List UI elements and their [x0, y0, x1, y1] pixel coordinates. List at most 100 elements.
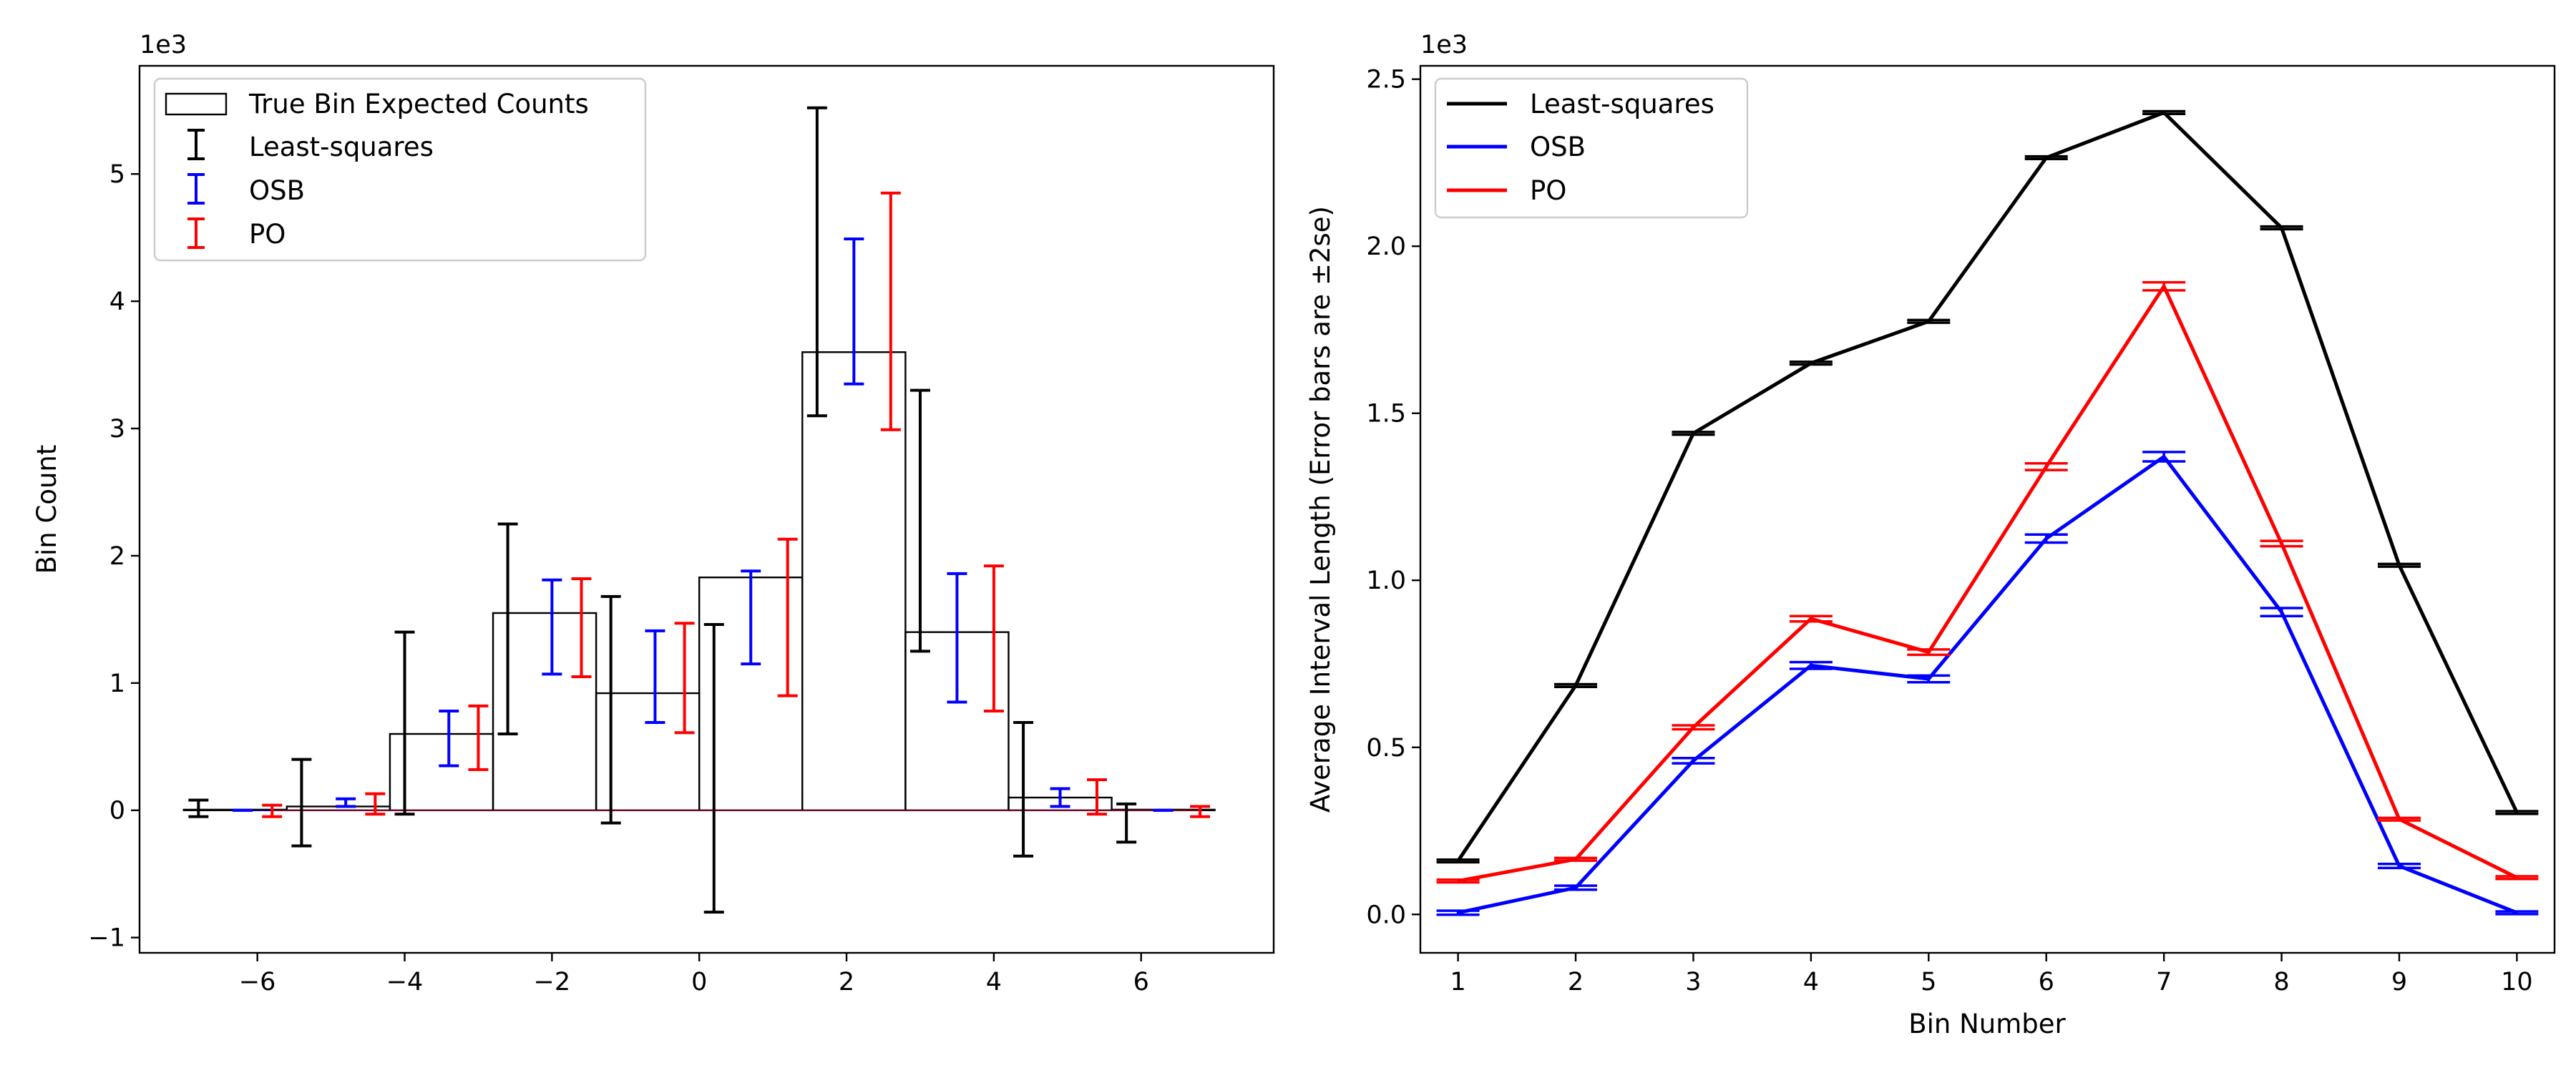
error-cap-least-squares [1672, 431, 1715, 436]
error-bar-osb [439, 709, 459, 768]
error-cap-po [1672, 724, 1715, 731]
error-bar-po [365, 792, 386, 816]
error-cap-po [2142, 280, 2186, 292]
error-bar-osb [645, 629, 665, 724]
error-cap-osb [1907, 674, 1951, 684]
legend-label-true-bins: True Bin Expected Counts [248, 89, 589, 119]
error-cap-po [2260, 539, 2303, 548]
y-axis-label: Average Interval Length (Error bars are … [1305, 206, 1336, 813]
error-cap-osb [2495, 910, 2539, 916]
error-cap-least-squares [1789, 361, 1833, 366]
error-cap-least-squares [1436, 858, 1480, 864]
x-tick-label: −2 [534, 968, 571, 996]
y-tick-label: 0 [109, 797, 125, 825]
error-bar-osb [947, 572, 967, 704]
interval-error-bars [188, 106, 1211, 914]
x-tick-label: 3 [1685, 968, 1701, 996]
error-bar-least-squares [703, 623, 724, 914]
error-bar-po [880, 191, 901, 431]
error-cap-osb [2142, 451, 2186, 463]
error-bar-po [262, 803, 283, 818]
y-axis-label: Bin Count [31, 445, 62, 574]
series-line-least-squares [1456, 110, 2519, 862]
interval-length-chart: 1 2 3 4 5 6 7 8 9 10 0.0 0.5 1.0 1.5 2.0 2.5 1e3 Bin Nu… [1305, 31, 2556, 1039]
error-cap-po [1789, 614, 1833, 623]
error-bar-least-squares [291, 758, 312, 848]
error-cap-osb [1672, 756, 1715, 765]
legend-frame [1434, 77, 1749, 219]
x-tick-label: 6 [2039, 968, 2054, 996]
x-tick-label: 7 [2156, 968, 2172, 996]
x-tick-label: 9 [2391, 968, 2407, 996]
error-bar-least-squares [188, 798, 209, 818]
legend-label-osb: OSB [249, 175, 305, 206]
error-bar-least-squares [909, 388, 930, 653]
error-bar-least-squares [497, 522, 518, 736]
error-bar-least-squares [806, 106, 827, 418]
error-cap-po [2024, 462, 2068, 471]
x-axis-label: Bin Number [1908, 1009, 2066, 1039]
error-bar-po [1190, 805, 1211, 818]
y-tick-label: 1.5 [1366, 400, 1406, 428]
error-bar-po [468, 704, 489, 771]
x-tick-label: 4 [1803, 968, 1819, 996]
legend-label-least-squares: Least-squares [1530, 89, 1714, 119]
error-bar-least-squares [394, 630, 415, 816]
y-tick-label: 1.0 [1366, 567, 1406, 595]
error-cap-osb [2024, 533, 2068, 544]
x-tick-label: −6 [239, 968, 276, 996]
error-bar-osb [542, 578, 562, 676]
y-tick-label: −1 [88, 924, 125, 953]
y-tick-label: 2.0 [1366, 232, 1406, 261]
error-cap-po [1436, 878, 1480, 884]
legend-box-swatch [165, 92, 228, 116]
error-bar-po [674, 622, 695, 735]
error-cap-least-squares [2024, 155, 2068, 161]
legend-label-least-squares: Least-squares [249, 132, 434, 162]
y-tick-label: 5 [109, 160, 125, 189]
x-tick-label: 1 [1450, 968, 1465, 996]
error-cap-least-squares [1907, 318, 1951, 324]
x-tick-label: 8 [2273, 968, 2289, 996]
y-tick-label: 1 [109, 670, 125, 698]
axis-ticks: −6 −4 −2 0 2 4 6 −1 0 1 2 3 4 5 [88, 160, 1148, 996]
error-cap-least-squares [2142, 109, 2186, 116]
error-bar-osb [1050, 787, 1070, 808]
plot-frame [138, 64, 1275, 954]
legend-label-po: PO [1530, 175, 1566, 206]
error-bar-least-squares [1013, 720, 1034, 858]
series-line-osb [1458, 454, 2518, 915]
x-tick-label: 6 [1133, 968, 1149, 996]
error-bar-po [571, 577, 592, 678]
error-cap-osb [2377, 863, 2421, 870]
y-tick-label: 4 [109, 288, 125, 316]
x-tick-label: 0 [691, 968, 707, 996]
error-bar-least-squares [1116, 802, 1137, 844]
legend: True Bin Expected Counts Least-squares O… [153, 77, 647, 262]
error-cap-osb [1436, 909, 1480, 916]
legend: Least-squares OSB PO [1434, 77, 1749, 219]
error-cap-osb [1789, 660, 1833, 670]
legend-swatch-po [187, 217, 205, 249]
series-lines [1456, 110, 2519, 915]
offset-label: 1e3 [140, 31, 187, 59]
x-tick-label: 10 [2501, 968, 2533, 996]
error-cap-least-squares [2495, 810, 2539, 815]
legend-swatch-least-squares [187, 129, 205, 160]
error-bar-osb [741, 569, 761, 666]
error-cap-po [2495, 875, 2539, 881]
plot-frame [1419, 64, 2556, 954]
error-bar-osb [336, 797, 356, 808]
y-tick-label: 0.5 [1366, 734, 1406, 763]
y-tick-label: 2.5 [1366, 66, 1406, 94]
legend-frame [153, 77, 647, 262]
error-cap-po [1554, 856, 1598, 862]
error-bar-po [983, 564, 1004, 712]
series-line-po [1458, 284, 2518, 883]
error-cap-po [1907, 648, 1951, 657]
error-cap-least-squares [2260, 225, 2303, 231]
x-tick-label: −4 [386, 968, 424, 996]
error-cap-osb [1554, 884, 1598, 891]
axis-ticks: 1 2 3 4 5 6 7 8 9 10 0.0 0.5 1.0 1.5 2.0 2.5 [1366, 66, 2532, 996]
